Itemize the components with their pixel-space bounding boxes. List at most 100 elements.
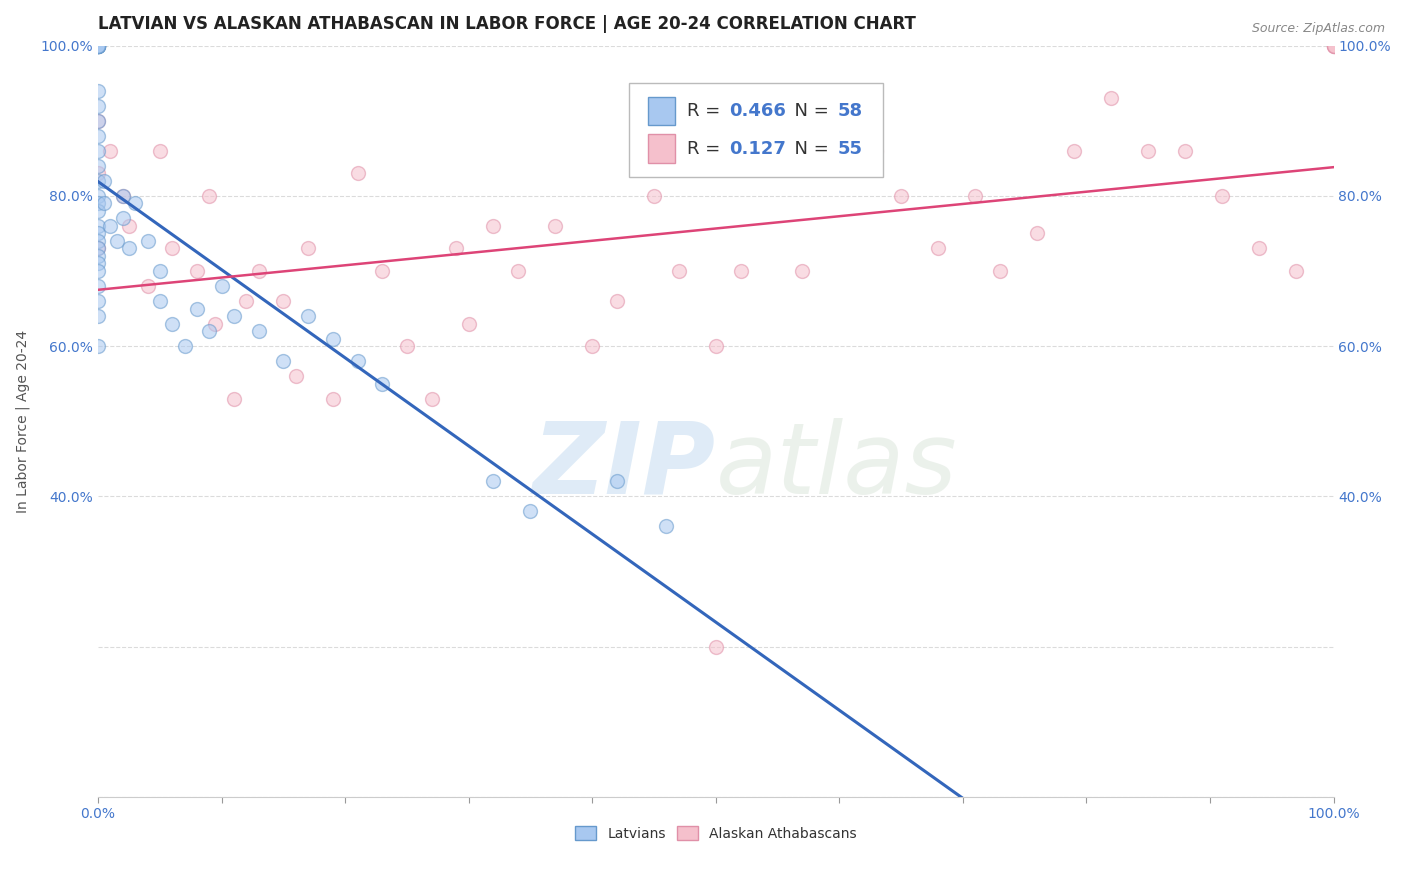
Point <box>111 211 134 226</box>
Point <box>519 504 541 518</box>
Point <box>111 189 134 203</box>
Point <box>247 324 270 338</box>
Point <box>273 354 295 368</box>
Point <box>371 264 394 278</box>
Point <box>87 234 110 248</box>
Point <box>100 219 122 233</box>
Point <box>544 219 567 233</box>
Point <box>87 128 110 143</box>
Point <box>482 219 505 233</box>
Point <box>1137 144 1160 158</box>
Point <box>100 144 122 158</box>
Point <box>235 293 257 308</box>
Point <box>247 264 270 278</box>
Point <box>149 264 172 278</box>
Point <box>87 174 110 188</box>
Point <box>87 38 110 53</box>
Text: N =: N = <box>783 102 834 120</box>
Point <box>395 339 418 353</box>
Point <box>87 264 110 278</box>
FancyBboxPatch shape <box>648 96 675 125</box>
Text: 0.466: 0.466 <box>730 102 786 120</box>
Point <box>1322 38 1344 53</box>
Text: LATVIAN VS ALASKAN ATHABASCAN IN LABOR FORCE | AGE 20-24 CORRELATION CHART: LATVIAN VS ALASKAN ATHABASCAN IN LABOR F… <box>98 15 915 33</box>
Point <box>704 339 727 353</box>
Point <box>655 519 678 533</box>
Point <box>87 242 110 256</box>
Point <box>87 293 110 308</box>
Point <box>87 279 110 293</box>
Point <box>322 332 344 346</box>
Point <box>87 38 110 53</box>
Point <box>87 242 110 256</box>
Point <box>322 392 344 406</box>
Point <box>211 279 233 293</box>
Point <box>704 640 727 654</box>
Point <box>87 113 110 128</box>
Point <box>87 159 110 173</box>
Point <box>87 38 110 53</box>
Point <box>87 339 110 353</box>
Text: 58: 58 <box>838 102 863 120</box>
Text: ZIP: ZIP <box>533 417 716 515</box>
Point <box>446 242 468 256</box>
FancyBboxPatch shape <box>630 83 883 178</box>
Point <box>87 196 110 211</box>
Point <box>111 189 134 203</box>
Point <box>93 196 115 211</box>
Point <box>173 339 195 353</box>
Point <box>87 219 110 233</box>
Point <box>927 242 949 256</box>
Point <box>1211 189 1233 203</box>
Point <box>87 113 110 128</box>
Point <box>668 264 690 278</box>
Point <box>1026 227 1049 241</box>
Point <box>420 392 443 406</box>
Point <box>186 264 208 278</box>
Point <box>346 166 368 180</box>
Point <box>222 309 245 323</box>
Point <box>124 196 146 211</box>
Point <box>346 354 368 368</box>
Point <box>87 144 110 158</box>
Point <box>297 309 319 323</box>
Point <box>87 227 110 241</box>
Text: R =: R = <box>688 139 727 158</box>
Point <box>87 203 110 218</box>
Point <box>643 189 665 203</box>
Point <box>118 242 141 256</box>
Text: R =: R = <box>688 102 727 120</box>
Point <box>371 376 394 391</box>
Point <box>297 242 319 256</box>
Point <box>93 174 115 188</box>
Point <box>136 234 159 248</box>
Point <box>118 219 141 233</box>
Point <box>87 309 110 323</box>
Point <box>865 144 887 158</box>
Point <box>149 293 172 308</box>
Point <box>87 189 110 203</box>
Point <box>87 38 110 53</box>
FancyBboxPatch shape <box>648 135 675 163</box>
Point <box>1063 144 1085 158</box>
Text: Source: ZipAtlas.com: Source: ZipAtlas.com <box>1251 22 1385 36</box>
Point <box>457 317 479 331</box>
Point <box>87 38 110 53</box>
Text: 55: 55 <box>838 139 863 158</box>
Point <box>204 317 226 331</box>
Point <box>890 189 912 203</box>
Legend: Latvians, Alaskan Athabascans: Latvians, Alaskan Athabascans <box>569 821 862 847</box>
Point <box>87 166 110 180</box>
Point <box>1322 38 1344 53</box>
Point <box>482 475 505 489</box>
Text: 0.127: 0.127 <box>730 139 786 158</box>
Point <box>965 189 987 203</box>
Point <box>766 151 789 165</box>
Point <box>87 38 110 53</box>
Point <box>1322 38 1344 53</box>
Point <box>284 369 307 384</box>
Point <box>198 324 221 338</box>
Point <box>87 249 110 263</box>
Point <box>581 339 603 353</box>
Y-axis label: In Labor Force | Age 20-24: In Labor Force | Age 20-24 <box>15 330 30 513</box>
